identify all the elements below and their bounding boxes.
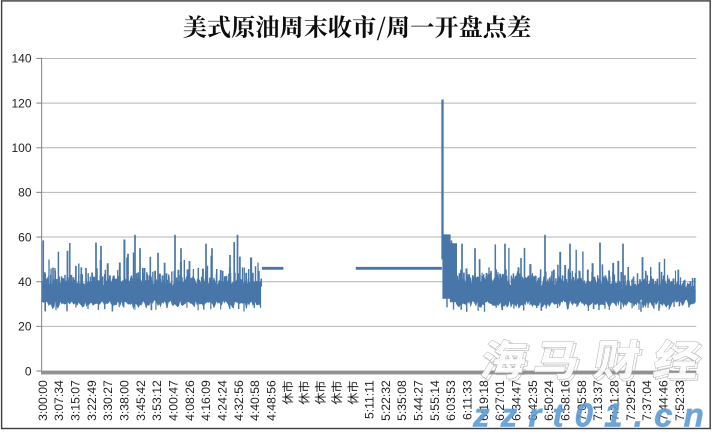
svg-text:80: 80: [18, 186, 32, 200]
svg-text:100: 100: [11, 141, 31, 155]
svg-text:6:27:01: 6:27:01: [493, 380, 507, 421]
svg-text:3:07:34: 3:07:34: [52, 380, 66, 421]
svg-text:40: 40: [18, 275, 32, 289]
svg-text:7:52:33: 7:52:33: [673, 380, 687, 421]
svg-text:7:13:37: 7:13:37: [591, 380, 605, 421]
svg-text:7:44:46: 7:44:46: [656, 380, 670, 421]
svg-text:6:58:16: 6:58:16: [559, 380, 573, 421]
svg-text:0: 0: [25, 364, 32, 378]
svg-text:7:05:58: 7:05:58: [575, 380, 589, 421]
svg-text:3:30:27: 3:30:27: [101, 380, 115, 421]
svg-text:4:00:47: 4:00:47: [167, 380, 181, 421]
svg-text:3:38:00: 3:38:00: [118, 380, 132, 421]
svg-text:4:24:24: 4:24:24: [216, 380, 230, 421]
svg-text:5:55:14: 5:55:14: [428, 380, 442, 421]
svg-text:120: 120: [11, 96, 31, 110]
svg-text:3:22:49: 3:22:49: [85, 380, 99, 421]
svg-text:140: 140: [11, 52, 31, 66]
svg-text:7:37:04: 7:37:04: [640, 380, 654, 421]
svg-text:4:16:09: 4:16:09: [199, 380, 213, 421]
svg-text:7:29:25: 7:29:25: [624, 380, 638, 421]
svg-text:zzrt01.cn: zzrt01.cn: [472, 396, 712, 430]
svg-text:6:03:53: 6:03:53: [444, 380, 458, 421]
svg-text:6:50:24: 6:50:24: [542, 380, 556, 421]
svg-text:4:08:26: 4:08:26: [183, 380, 197, 421]
svg-text:6:11:33: 6:11:33: [461, 380, 475, 420]
svg-text:6:19:18: 6:19:18: [477, 380, 491, 421]
svg-text:3:45:42: 3:45:42: [134, 380, 148, 421]
svg-text:5:44:27: 5:44:27: [412, 380, 426, 421]
svg-text:3:53:12: 3:53:12: [150, 380, 164, 421]
svg-text:20: 20: [18, 320, 32, 334]
svg-text:3:00:00: 3:00:00: [36, 380, 50, 421]
svg-text:7:21:28: 7:21:28: [608, 380, 622, 421]
svg-text:3:15:07: 3:15:07: [69, 380, 83, 421]
svg-text:6:34:47: 6:34:47: [510, 380, 524, 421]
svg-text:60: 60: [18, 230, 32, 244]
svg-text:4:40:58: 4:40:58: [248, 380, 262, 421]
svg-text:5:35:08: 5:35:08: [395, 380, 409, 421]
svg-text:6:42:35: 6:42:35: [526, 380, 540, 421]
svg-text:5:11:11: 5:11:11: [363, 380, 377, 419]
svg-text:5:22:32: 5:22:32: [379, 380, 393, 421]
svg-text:4:48:56: 4:48:56: [265, 380, 279, 421]
svg-text:4:32:56: 4:32:56: [232, 380, 246, 421]
